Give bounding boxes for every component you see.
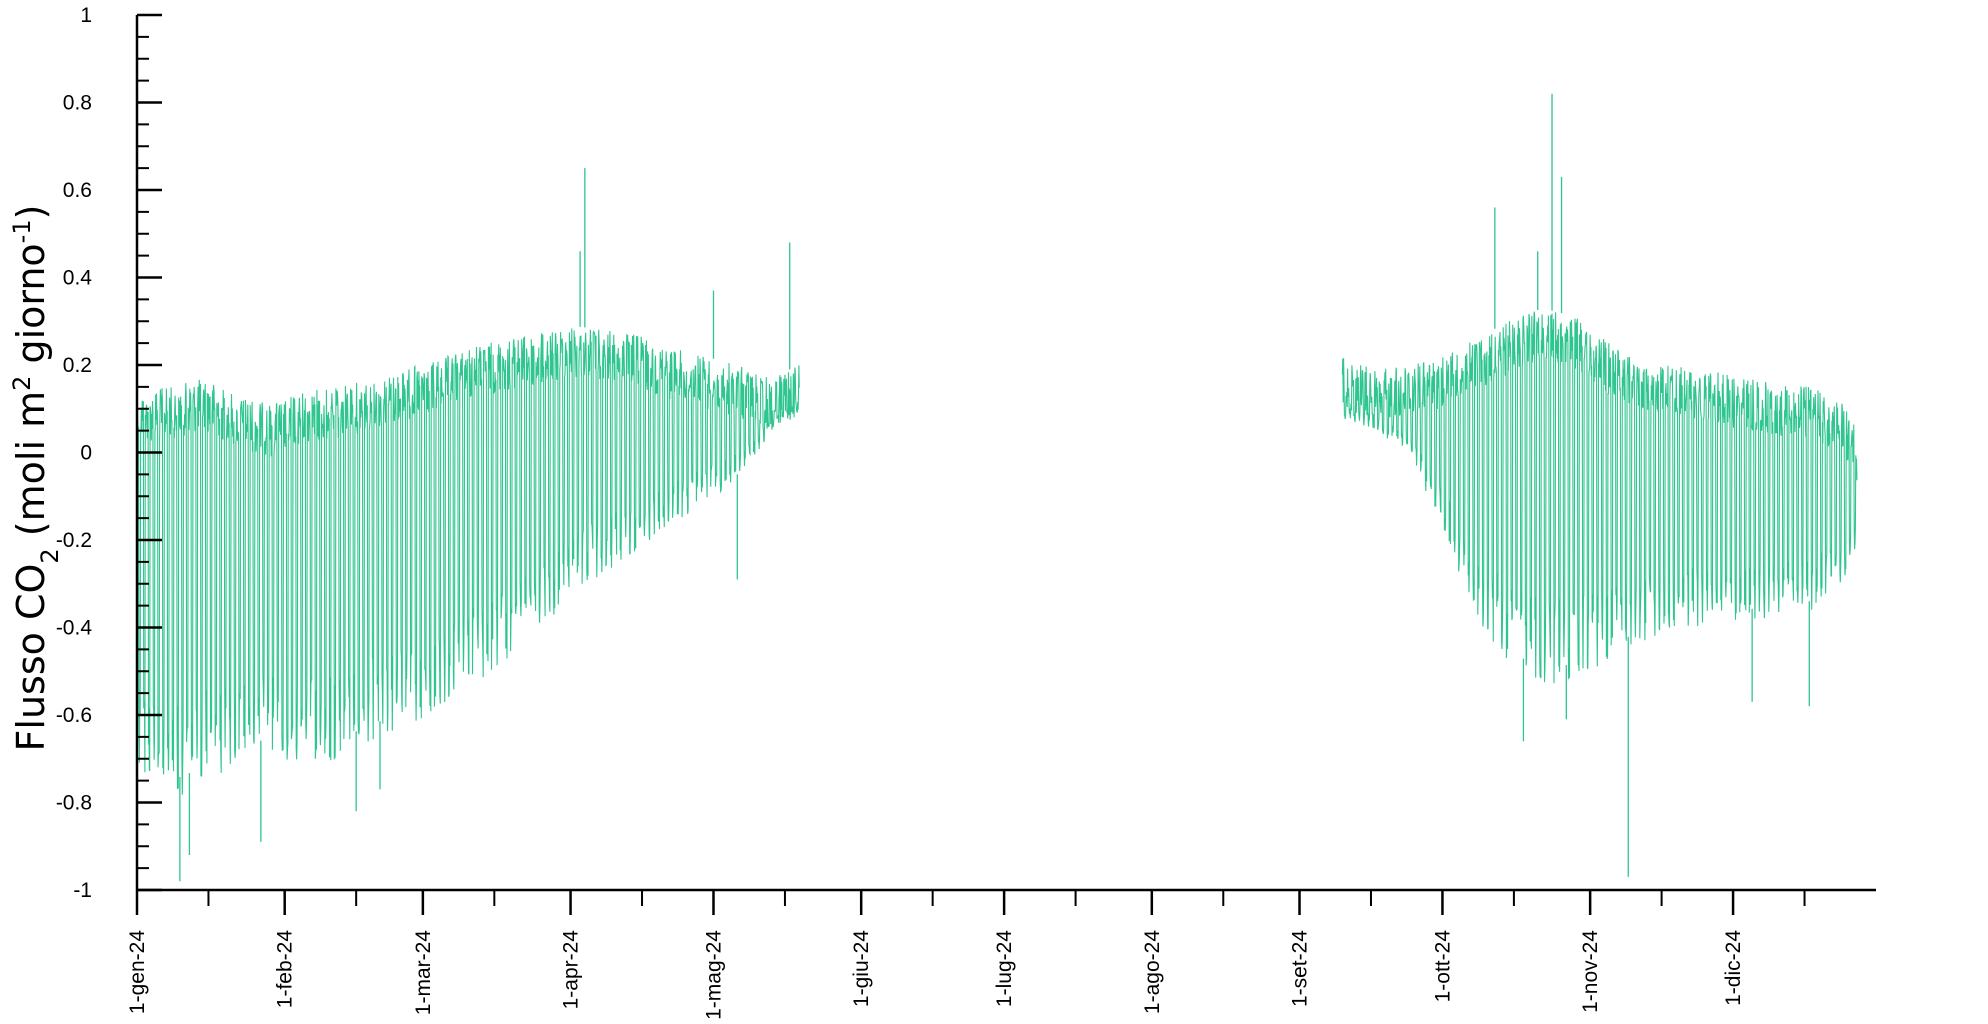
flux-series-set-dic (1341, 311, 1858, 684)
y-tick-label: 0 (80, 442, 92, 465)
y-tick-label: 0.4 (63, 267, 93, 290)
data-layer (136, 93, 1858, 882)
x-tick-label: 1-dic-24 (1722, 930, 1745, 1006)
x-tick-label: 1-mar-24 (412, 930, 435, 1016)
y-axis: 1 0.8 0.6 0.4 0.2 0 -0.2 -0.4 -0.6 -0.8 -1 (56, 4, 162, 902)
y-tick-label: 0.8 (63, 92, 92, 115)
x-tick-label: 1-mag-24 (702, 930, 725, 1020)
y-tick-label: 0.6 (63, 179, 92, 202)
x-tick-label: 1-ago-24 (1141, 930, 1164, 1014)
x-axis: 1-gen-24 1-feb-24 1-mar-24 1-apr-24 1-mag-24… (126, 888, 1876, 1020)
y-axis-label: Flusso CO2 (moli m2 giorno-1) (8, 205, 64, 752)
x-tick-label: 1-giu-24 (850, 930, 873, 1007)
y-axis-title: Flusso CO2 (moli m2 giorno-1) (8, 205, 64, 752)
y-tick-label: -0.4 (56, 617, 93, 640)
x-tick-label: 1-lug-24 (993, 930, 1016, 1007)
y-tick-label: 1 (80, 4, 92, 27)
x-tick-label: 1-gen-24 (126, 930, 149, 1014)
y-tick-label: -1 (73, 879, 92, 902)
x-tick-label: 1-feb-24 (274, 930, 297, 1009)
y-tick-label: -0.8 (56, 792, 92, 815)
y-tick-label: -0.6 (56, 704, 92, 727)
x-tick-label: 1-ott-24 (1431, 930, 1454, 1003)
y-tick-label: 0.2 (63, 354, 92, 377)
flux-series-gen-mag (136, 328, 800, 795)
x-tick-label: 1-nov-24 (1579, 930, 1602, 1013)
x-tick-label: 1-set-24 (1289, 930, 1312, 1007)
y-tick-label: -0.2 (56, 529, 92, 552)
x-tick-label: 1-apr-24 (560, 930, 583, 1010)
